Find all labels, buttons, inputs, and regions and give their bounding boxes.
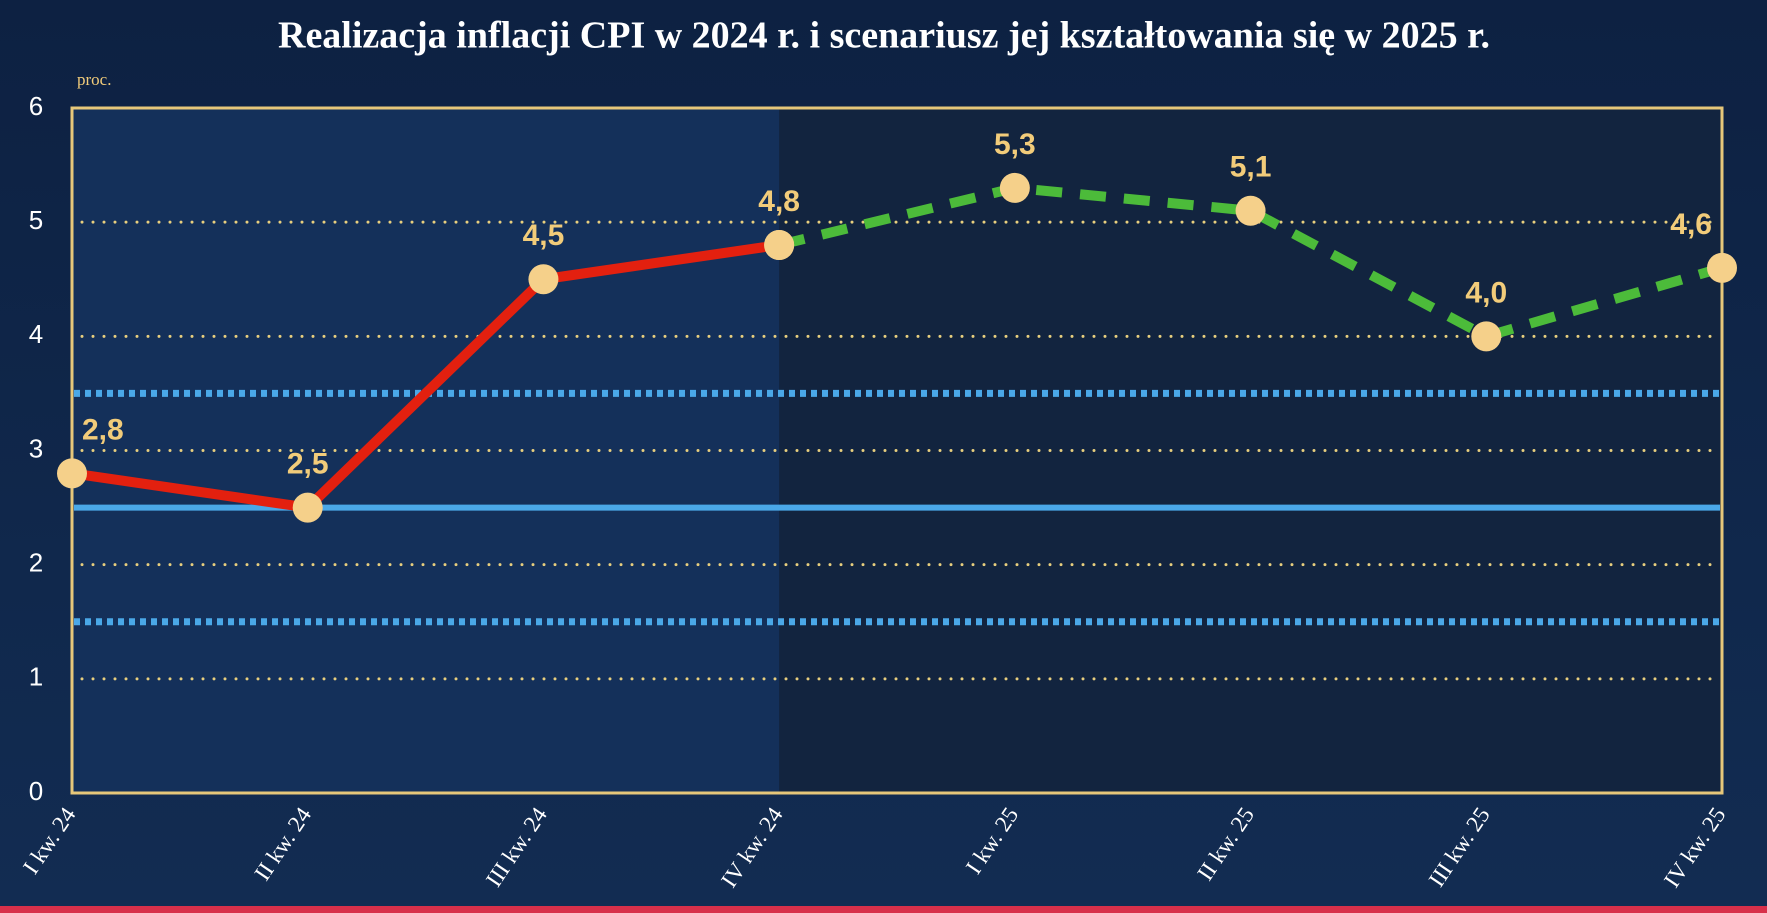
data-label: 4,8 [758, 185, 800, 218]
data-point [528, 264, 559, 295]
data-point [764, 230, 795, 260]
data-point [292, 492, 323, 523]
data-point [1471, 321, 1502, 352]
data-point [999, 172, 1030, 203]
y-tick-label: 2 [29, 548, 43, 578]
y-tick-label: 5 [29, 205, 43, 235]
data-label: 2,5 [287, 448, 329, 481]
data-label: 2,8 [82, 413, 124, 446]
y-axis-label: proc. [77, 70, 111, 89]
data-line [71, 240, 780, 513]
data-label: 4,5 [523, 219, 565, 252]
data-point [1707, 252, 1737, 283]
bottom-strip [0, 906, 1767, 913]
data-label: 4,0 [1465, 276, 1507, 309]
data-label: 5,1 [1230, 151, 1272, 184]
plot-border [70, 106, 1724, 795]
y-tick-label: 0 [29, 776, 43, 806]
y-tick-label: 6 [29, 91, 43, 121]
y-tick-label: 4 [29, 319, 43, 349]
y-tick-label: 3 [29, 433, 43, 463]
data-label: 4,6 [1670, 208, 1712, 241]
y-tick-label: 1 [29, 662, 43, 692]
data-label: 5,3 [994, 128, 1036, 161]
chart-title: Realizacja inflacji CPI w 2024 r. i scen… [278, 15, 1490, 57]
data-point [57, 458, 87, 489]
data-point [1235, 195, 1266, 226]
